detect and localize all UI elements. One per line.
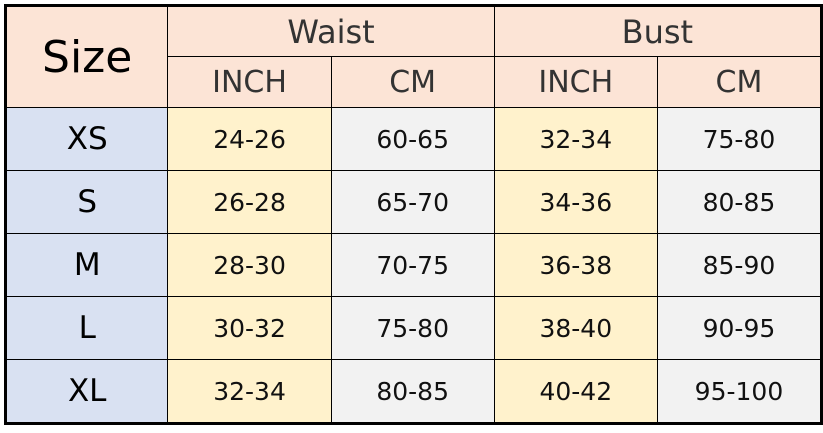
bust-inch-cell: 34-36 <box>493 170 658 234</box>
waist-inch-cell: 26-28 <box>167 170 332 234</box>
bust-cm-cell: 75-80 <box>656 107 823 171</box>
size-chart-table: Size Waist Bust INCH CM INCH CM XS 24-26 6… <box>4 4 823 425</box>
bust-inch-header: INCH <box>493 56 658 108</box>
table-row: L 30-32 75-80 38-40 90-95 <box>4 296 823 360</box>
bust-cm-cell: 90-95 <box>656 296 823 360</box>
bust-cm-cell: 85-90 <box>656 233 823 297</box>
waist-inch-cell: 24-26 <box>167 107 332 171</box>
size-header: Size <box>4 5 169 108</box>
size-cell: L <box>4 296 169 360</box>
size-cell: S <box>4 170 169 234</box>
table-row: XS 24-26 60-65 32-34 75-80 <box>4 107 823 171</box>
header-row-units: INCH CM INCH CM <box>6 56 823 108</box>
waist-cm-cell: 65-70 <box>330 170 495 234</box>
bust-inch-cell: 38-40 <box>493 296 658 360</box>
waist-inch-header: INCH <box>167 56 332 108</box>
size-cell: XS <box>4 107 169 171</box>
bust-inch-cell: 36-38 <box>493 233 658 297</box>
bust-inch-cell: 40-42 <box>493 359 658 424</box>
size-cell: M <box>4 233 169 297</box>
bust-inch-cell: 32-34 <box>493 107 658 171</box>
waist-inch-cell: 32-34 <box>167 359 332 424</box>
table-row: M 28-30 70-75 36-38 85-90 <box>4 233 823 297</box>
bust-cm-header: CM <box>656 56 823 108</box>
header-row-groups: Size Waist Bust <box>4 5 823 108</box>
bust-header: Bust <box>493 5 823 57</box>
waist-inch-cell: 28-30 <box>167 233 332 297</box>
bust-cm-cell: 80-85 <box>656 170 823 234</box>
waist-header: Waist <box>167 5 495 57</box>
table-row: S 26-28 65-70 34-36 80-85 <box>4 170 823 234</box>
waist-inch-cell: 30-32 <box>167 296 332 360</box>
size-cell: XL <box>4 359 169 424</box>
waist-cm-header: CM <box>330 56 495 108</box>
waist-cm-cell: 70-75 <box>330 233 495 297</box>
waist-cm-cell: 75-80 <box>330 296 495 360</box>
table-row: XL 32-34 80-85 40-42 95-100 <box>4 359 823 424</box>
waist-cm-cell: 80-85 <box>330 359 495 424</box>
bust-cm-cell: 95-100 <box>656 359 823 424</box>
waist-cm-cell: 60-65 <box>330 107 495 171</box>
